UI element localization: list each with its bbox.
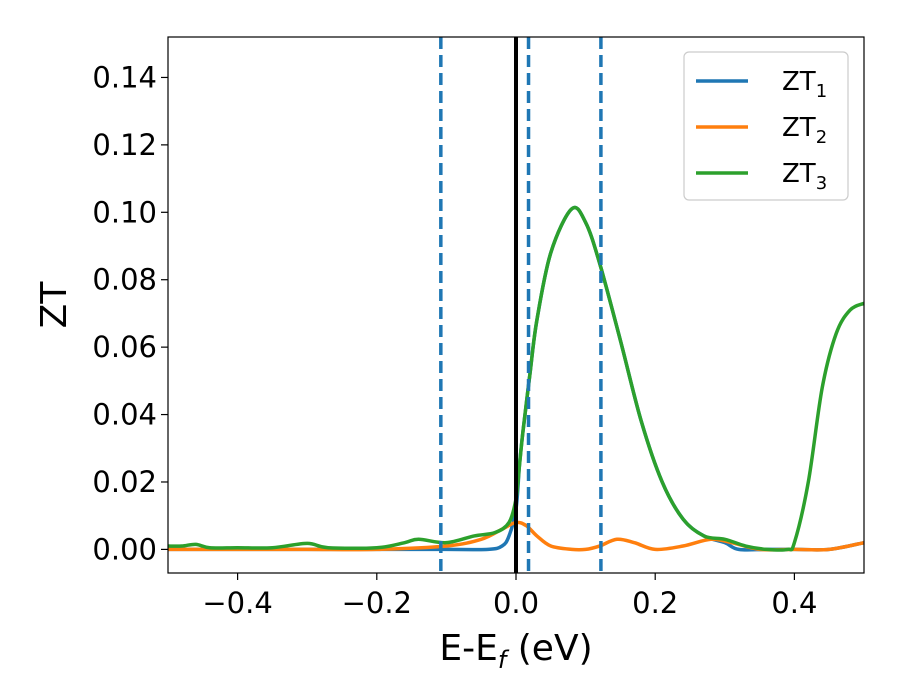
legend-box <box>683 51 849 201</box>
legend-label-zt1: ZT1 <box>782 67 827 102</box>
x-axis-label: E-Ef (eV) <box>439 628 592 674</box>
y-axis-label: ZT <box>34 281 75 329</box>
y-tick-label: 0.04 <box>92 398 157 432</box>
x-tick-label: −0.2 <box>342 586 412 620</box>
x-tick-label: 0.2 <box>632 586 678 620</box>
y-tick-label: 0.00 <box>92 532 157 566</box>
y-tick-label: 0.02 <box>92 465 157 499</box>
x-tick-label: −0.4 <box>202 586 272 620</box>
x-tick-label: 0.0 <box>493 586 539 620</box>
legend-label-zt2: ZT2 <box>782 113 827 148</box>
series-line-zt3 <box>168 205 864 552</box>
plot-area <box>168 37 864 573</box>
legend: ZT1 ZT2 ZT3 <box>683 51 849 201</box>
y-tick-label: 0.08 <box>92 263 157 297</box>
x-tick-label: 0.4 <box>771 586 817 620</box>
legend-label-zt3: ZT3 <box>782 159 827 194</box>
y-tick-label: 0.12 <box>92 128 157 162</box>
y-axis: 0.00 0.02 0.04 0.06 0.08 0.10 0.12 0.14 <box>92 60 168 566</box>
y-tick-label: 0.14 <box>92 60 157 94</box>
x-axis: −0.4 −0.2 0.0 0.2 0.4 <box>202 573 817 620</box>
y-tick-label: 0.10 <box>92 195 157 229</box>
y-tick-label: 0.06 <box>92 330 157 364</box>
x-axis-label-unit: (eV) <box>506 628 592 669</box>
